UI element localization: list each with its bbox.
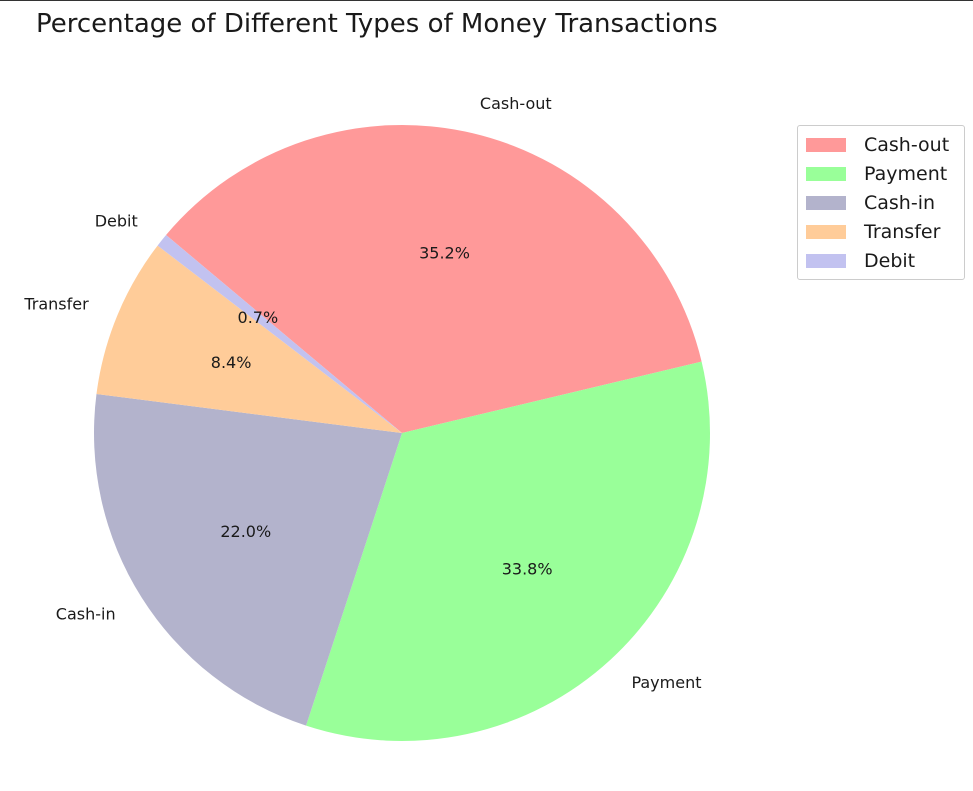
legend-item-debit: Debit <box>806 246 956 275</box>
pct-label-cash-in: 22.0% <box>220 522 271 541</box>
legend: Cash-out Payment Cash-in Transfer Debit <box>797 125 965 280</box>
pct-label-payment: 33.8% <box>502 559 553 578</box>
chart-title: Percentage of Different Types of Money T… <box>36 9 718 39</box>
pie-slice-transfer <box>96 245 403 433</box>
slice-label-payment: Payment <box>631 673 701 692</box>
legend-label: Debit <box>864 249 916 272</box>
pct-label-debit: 0.7% <box>238 308 279 327</box>
slice-label-cash-out: Cash-out <box>480 94 552 113</box>
pct-label-cash-out: 35.2% <box>419 244 470 263</box>
slice-label-transfer: Transfer <box>23 295 89 314</box>
legend-label: Cash-in <box>864 191 936 214</box>
legend-swatch <box>806 166 846 181</box>
slice-label-debit: Debit <box>95 211 138 230</box>
pct-label-transfer: 8.4% <box>211 353 252 372</box>
legend-swatch <box>806 137 846 152</box>
slice-label-cash-in: Cash-in <box>56 604 116 623</box>
legend-item-cash-out: Cash-out <box>806 130 956 159</box>
legend-item-payment: Payment <box>806 159 956 188</box>
pie-slice-debit <box>157 235 402 433</box>
legend-label: Cash-out <box>864 133 950 156</box>
legend-label: Payment <box>864 162 948 185</box>
legend-item-transfer: Transfer <box>806 217 956 246</box>
legend-item-cash-in: Cash-in <box>806 188 956 217</box>
pie-slice-cash-in <box>93 394 402 726</box>
legend-label: Transfer <box>864 220 941 243</box>
pie-slice-cash-out <box>166 124 702 433</box>
legend-swatch <box>806 224 846 239</box>
legend-swatch <box>806 253 846 268</box>
legend-swatch <box>806 195 846 210</box>
pie-slice-payment <box>306 361 710 741</box>
